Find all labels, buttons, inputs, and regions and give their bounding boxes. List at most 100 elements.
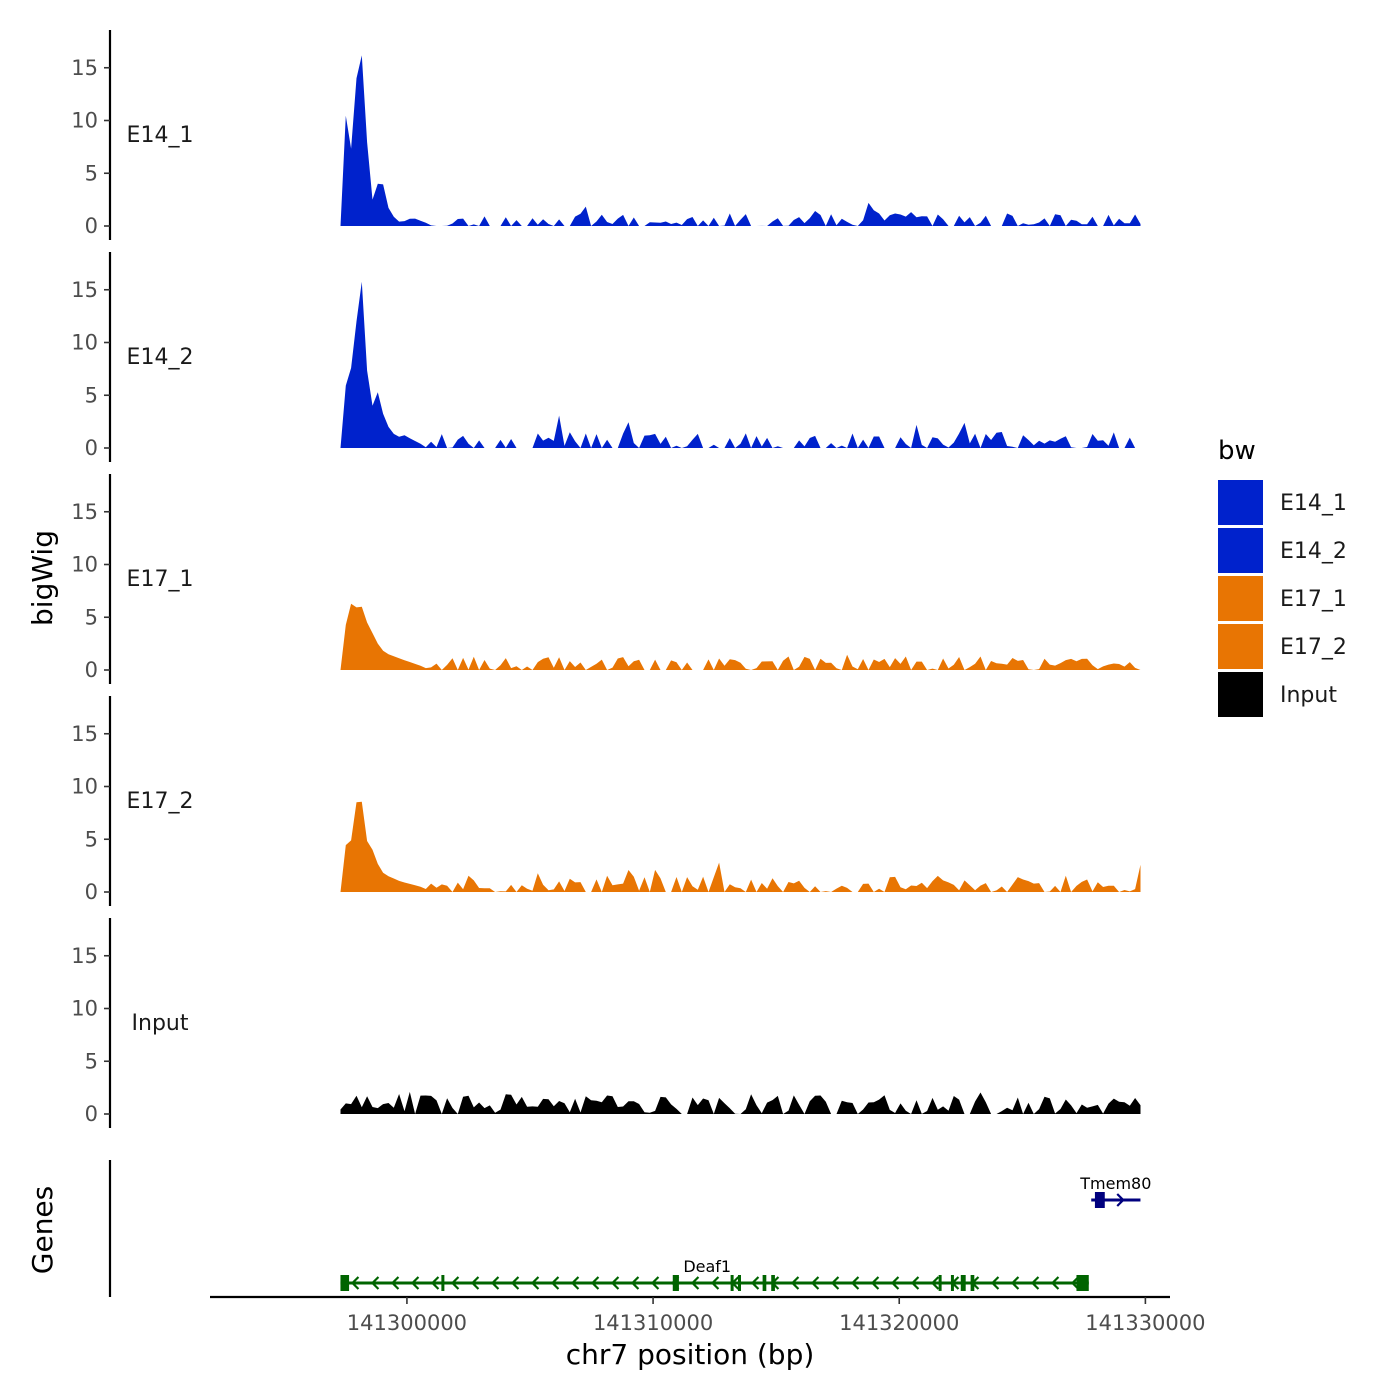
strand-arrow [390,1276,400,1290]
exon [762,1275,767,1291]
coverage-tracks: 0 5 10 15 E14_1 0 5 10 15 E14_2 0 5 10 15 E17_1 0 5 10 15 E… [71,30,1141,1128]
genes-axis-title: Genes [26,1186,59,1274]
exon [960,1275,966,1291]
y-tick-label: 0 [85,658,98,682]
exon [1076,1275,1089,1291]
strand-arrow [890,1276,900,1290]
strand-arrow [810,1276,820,1290]
y-tick-label: 10 [71,331,98,355]
x-axis-title: chr7 position (bp) [566,1338,815,1371]
strand-arrow [430,1276,440,1290]
gene-track: Tmem80 Deaf1 [108,1160,1151,1297]
exon [672,1275,679,1291]
track-label-E14_1: E14_1 [127,123,194,148]
legend-swatch-E17_2 [1218,624,1263,669]
track-E17_1: 0 5 10 15 E17_1 [71,474,1141,684]
strand-arrow [570,1276,580,1290]
legend-label-E17_1: E17_1 [1280,587,1347,612]
y-tick-label: 5 [85,827,98,851]
exon [441,1275,445,1291]
y-tick-label: 5 [85,383,98,407]
track-E14_1: 0 5 10 15 E14_1 [71,30,1141,240]
strand-arrow [610,1276,620,1290]
y-tick-label: 15 [71,500,98,524]
y-tick-label: 0 [85,214,98,238]
y-tick-label: 15 [71,722,98,746]
legend-swatch-Input [1218,672,1263,717]
x-tick-label: 141330000 [1085,1311,1205,1335]
exon [970,1275,975,1291]
strand-arrow [990,1276,1000,1290]
y-tick-label: 10 [71,109,98,133]
exon [738,1275,741,1291]
exon [771,1275,775,1291]
strand-arrow [410,1276,420,1290]
exon [730,1275,734,1291]
track-label-E14_2: E14_2 [127,345,194,370]
gene-Deaf1: Deaf1 [340,1257,1089,1291]
gene-label-Tmem80: Tmem80 [1079,1174,1151,1193]
strand-arrow [930,1276,940,1290]
exon [1094,1192,1105,1208]
strand-arrow [550,1276,560,1290]
track-E14_2: 0 5 10 15 E14_2 [71,252,1141,462]
strand-arrow [1116,1193,1125,1207]
y-tick-label: 0 [85,1102,98,1126]
y-tick-label: 5 [85,161,98,185]
strand-arrow [350,1276,360,1290]
signal-area-E14_2 [340,281,1141,448]
y-tick-label: 10 [71,553,98,577]
legend-label-Input: Input [1280,683,1337,708]
signal-area-E17_1 [340,603,1141,670]
legend-label-E14_1: E14_1 [1280,491,1347,516]
exon [938,1275,942,1291]
strand-arrow [1050,1276,1060,1290]
strand-arrow [690,1276,700,1290]
strand-arrow [590,1276,600,1290]
strand-arrow [530,1276,540,1290]
signal-area-E14_1 [340,55,1141,227]
strand-arrow [910,1276,920,1290]
y-tick-label: 0 [85,436,98,460]
strand-arrow [470,1276,480,1290]
legend-label-E17_2: E17_2 [1280,635,1347,660]
strand-arrow [870,1276,880,1290]
strand-arrow [650,1276,660,1290]
y-tick-label: 15 [71,278,98,302]
track-label-E17_1: E17_1 [127,567,194,592]
strand-arrow [850,1276,860,1290]
legend-swatch-E14_2 [1218,528,1263,573]
strand-arrow [830,1276,840,1290]
strand-arrow [1030,1276,1040,1290]
y-axis-title: bigWig [26,530,59,626]
track-label-Input: Input [132,1011,189,1036]
strand-arrow [490,1276,500,1290]
x-tick-label: 141300000 [347,1311,467,1335]
legend-title: bw [1218,436,1256,466]
gene-Tmem80: Tmem80 [1079,1174,1151,1208]
track-Input: 0 5 10 15 Input [71,918,1141,1128]
signal-area-E17_2 [340,801,1141,892]
strand-arrow [1010,1276,1020,1290]
strand-arrow [750,1276,760,1290]
y-tick-label: 10 [71,775,98,799]
y-tick-label: 5 [85,1049,98,1073]
x-tick-label: 141310000 [593,1311,713,1335]
strand-arrow [450,1276,460,1290]
y-tick-label: 15 [71,944,98,968]
y-tick-label: 10 [71,997,98,1021]
legend: bw E14_1 E14_2 E17_1 E17_2 Input [1218,436,1347,717]
y-tick-label: 5 [85,605,98,629]
gene-label-Deaf1: Deaf1 [683,1257,731,1276]
strand-arrow [510,1276,520,1290]
legend-label-E14_2: E14_2 [1280,539,1347,564]
exon [340,1275,350,1291]
exon [950,1275,954,1291]
track-E17_2: 0 5 10 15 E17_2 [71,696,1141,906]
x-tick-label: 141320000 [839,1311,959,1335]
y-tick-label: 15 [71,56,98,80]
signal-area-Input [340,1091,1141,1114]
legend-swatch-E14_1 [1218,480,1263,525]
y-tick-label: 0 [85,880,98,904]
